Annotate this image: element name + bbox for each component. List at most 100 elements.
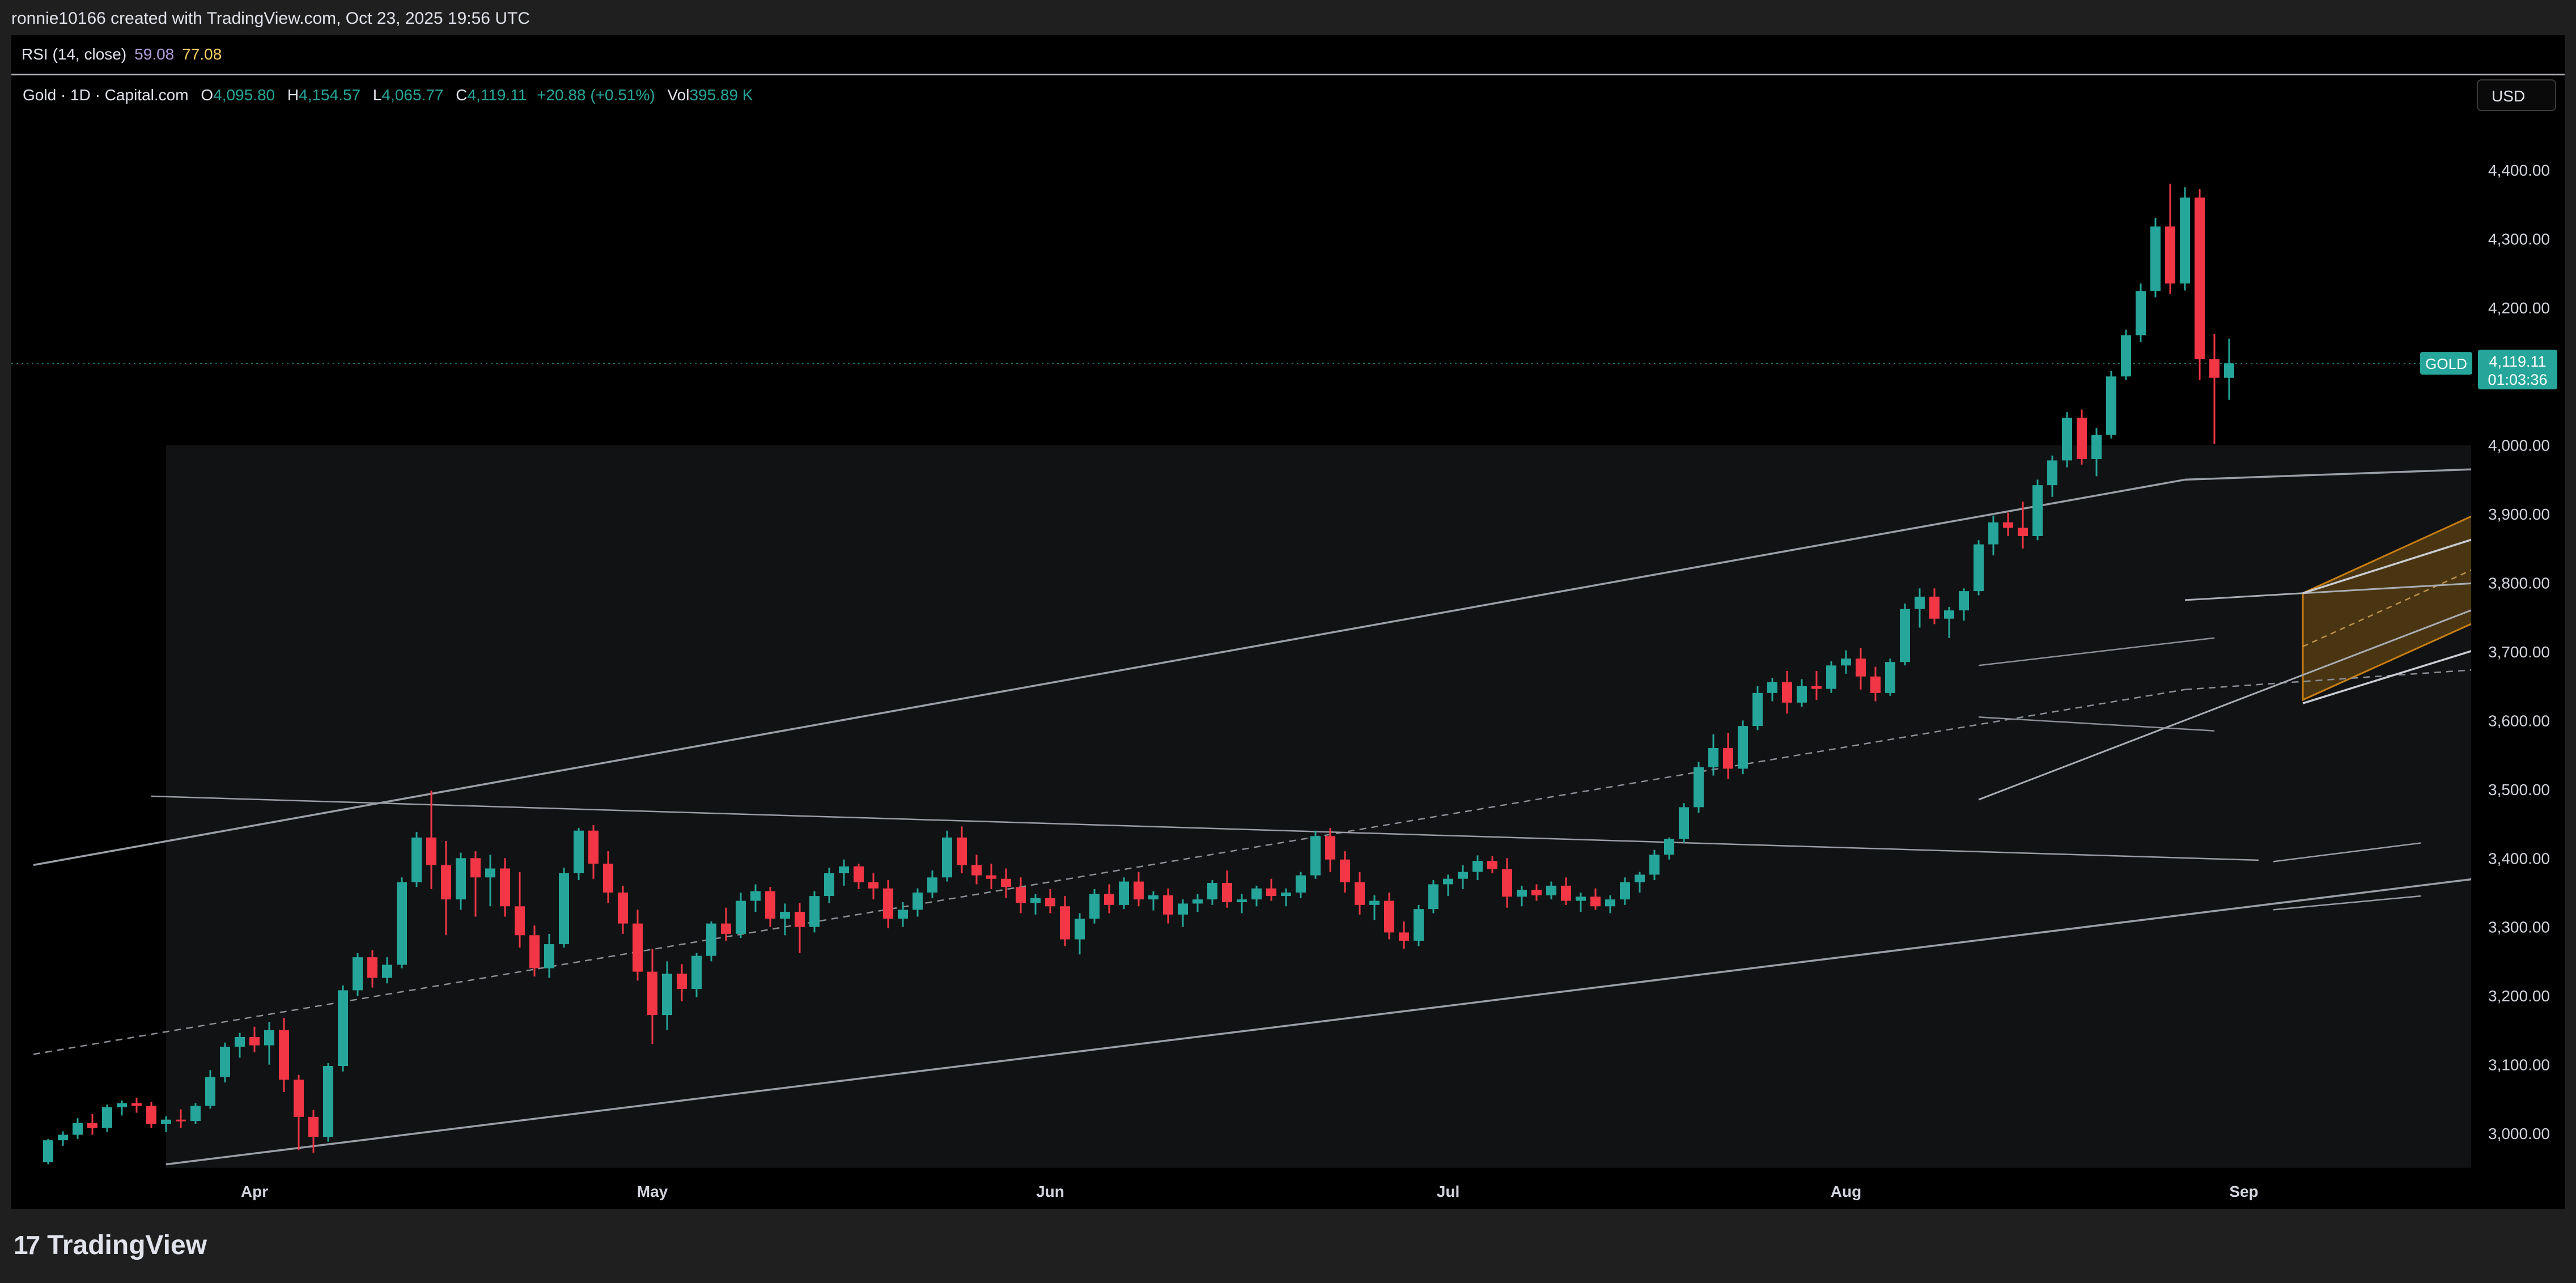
channel-upper-line — [33, 478, 2185, 866]
candle — [1163, 888, 1173, 924]
currency-button[interactable]: USD — [2477, 79, 2556, 111]
candle-body — [308, 1116, 319, 1137]
candle-body — [470, 858, 481, 878]
candle — [131, 1097, 142, 1113]
x-axis-tick-label: May — [637, 1183, 668, 1200]
candle — [1944, 607, 1954, 638]
candle-body — [1355, 882, 1365, 905]
candle — [249, 1026, 260, 1052]
candle — [706, 921, 716, 962]
candle-body — [603, 864, 613, 893]
candle-body — [2062, 418, 2072, 461]
candle — [1428, 880, 1438, 914]
candle-body — [1207, 883, 1217, 900]
candle — [1915, 588, 1925, 628]
candle — [971, 855, 982, 885]
rsi-value-1: 59.08 — [134, 45, 175, 63]
candle — [1885, 659, 1895, 696]
x-axis-tick-label: Jul — [1437, 1183, 1459, 1200]
candle-body — [1576, 897, 1586, 901]
y-axis-tick-label: 3,900.00 — [2488, 505, 2550, 523]
candle-body — [1870, 676, 1881, 693]
candle — [1016, 877, 1026, 914]
candle-body — [1752, 693, 1763, 727]
candle — [1178, 899, 1188, 927]
candle-body — [574, 830, 584, 873]
candle — [574, 827, 584, 881]
candle-body — [1856, 659, 1866, 677]
candle — [1708, 734, 1718, 776]
candle-body — [2165, 226, 2175, 284]
candle — [2077, 409, 2087, 465]
candle-body — [353, 957, 363, 991]
candle — [1266, 878, 1276, 901]
candle-body — [1811, 686, 1822, 689]
candle-body — [1266, 888, 1276, 897]
candle — [1635, 872, 1645, 893]
candle-body — [971, 865, 982, 876]
candle-body — [2018, 528, 2028, 536]
candle — [2180, 187, 2190, 291]
candle — [765, 887, 775, 927]
candle — [1148, 891, 1158, 911]
candle-body — [426, 837, 436, 865]
candle — [588, 825, 599, 879]
candle — [1310, 830, 1321, 879]
candle-body — [647, 971, 657, 1016]
candle — [544, 933, 554, 978]
candle — [854, 864, 864, 889]
candle — [721, 907, 731, 941]
candle — [691, 953, 702, 997]
candle — [2018, 502, 2028, 549]
candle-body — [1664, 839, 1674, 855]
candle-body — [1134, 881, 1144, 900]
candle — [1472, 855, 1483, 881]
candle-body — [264, 1030, 274, 1046]
candle — [87, 1114, 97, 1135]
candle — [529, 925, 540, 977]
high-value: 4,154.57 — [299, 86, 361, 104]
rsi-pane-header[interactable]: RSI (14, close) 59.08 77.08 — [11, 35, 2565, 75]
channel-upper-extension — [2184, 468, 2471, 481]
candle — [1767, 678, 1777, 702]
trend-line — [2302, 538, 2471, 594]
candle-body — [1959, 591, 1969, 611]
channel-shade — [166, 445, 2471, 1168]
candle — [411, 832, 422, 887]
trend-line — [2273, 842, 2421, 863]
candle — [485, 855, 495, 907]
candle-body — [279, 1030, 289, 1080]
candle — [117, 1100, 127, 1116]
candle — [1296, 872, 1306, 898]
candle — [957, 826, 967, 873]
candle-body — [1782, 682, 1792, 703]
candle — [1399, 921, 1409, 949]
candle — [1030, 894, 1041, 915]
trend-line — [1978, 637, 2215, 666]
candle-body — [1841, 659, 1851, 666]
brand-name: TradingView — [47, 1230, 207, 1260]
candle-body — [43, 1140, 53, 1162]
candle — [1988, 515, 1998, 555]
candle — [883, 880, 893, 929]
tradingview-logo[interactable]: 17 TradingView — [14, 1230, 207, 1261]
candle — [1192, 894, 1203, 912]
price-badge-countdown: 01:03:36 — [2488, 371, 2547, 388]
candle — [1075, 913, 1085, 955]
candle — [677, 964, 687, 1001]
candle — [1929, 588, 1940, 624]
candle — [1664, 837, 1674, 860]
candle-body — [2180, 197, 2190, 284]
candle-body — [515, 906, 525, 936]
candle-body — [868, 882, 879, 889]
candle — [1001, 868, 1011, 898]
symbol-name[interactable]: Gold · 1D · Capital.com — [23, 86, 189, 104]
channel-median-extension — [2184, 669, 2471, 691]
candle-body — [1369, 900, 1380, 905]
candle — [1605, 895, 1615, 914]
trend-line — [151, 795, 2259, 861]
close-value: 4,119.11 — [467, 86, 527, 104]
candle — [736, 893, 746, 938]
candle-body — [146, 1106, 156, 1124]
